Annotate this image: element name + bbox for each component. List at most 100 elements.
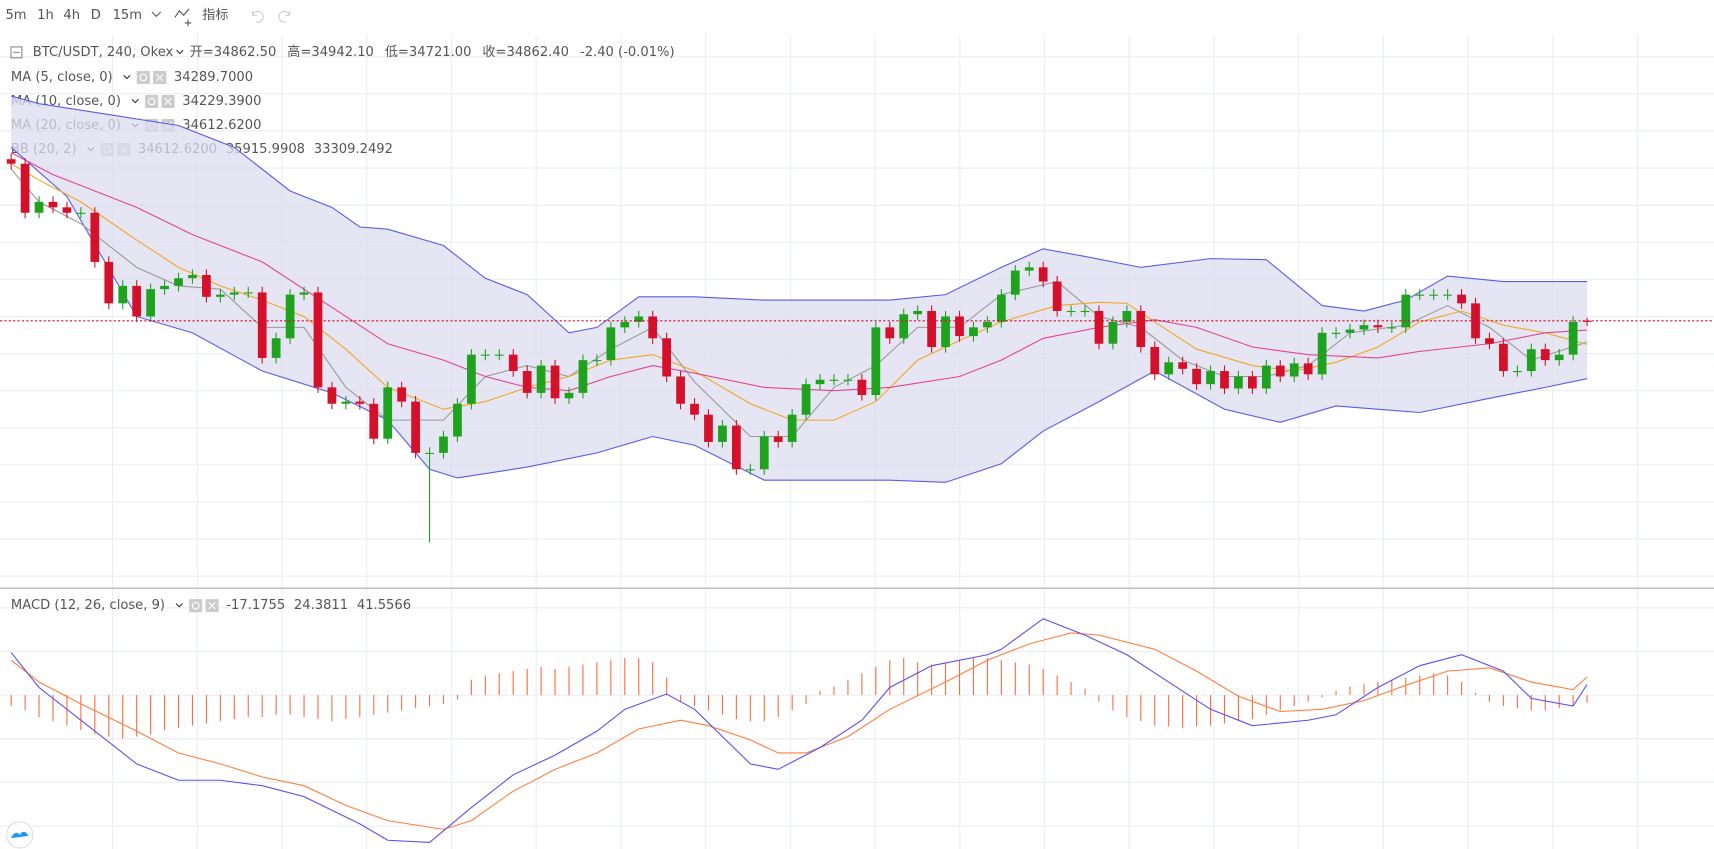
ohlc-label: 收= [482,44,506,60]
candle-body [1248,376,1257,389]
interval-button[interactable]: 1h [37,8,54,23]
candle-body [1499,343,1508,372]
candle-body [843,379,853,381]
candle-body [397,387,407,402]
interval-button[interactable]: 4h [63,8,80,23]
candle-body [606,327,616,361]
candle-body [1401,294,1411,328]
ohlc-value: 34862.40 [506,45,569,60]
candle-body [941,316,950,348]
candle-body [787,414,797,442]
indicator-value: 35915.9908 [226,142,305,157]
indicator-plus[interactable] [184,19,192,27]
interval-button[interactable]: 15m [113,8,142,23]
candle-body [104,261,114,304]
candle-body [759,436,769,470]
candle-body [536,365,546,393]
candle-body [453,403,462,437]
band-fill [11,96,1588,483]
candle-body [731,425,741,470]
indicator-icon[interactable] [174,8,190,18]
remove-x [208,601,216,610]
candle-body [955,316,964,337]
collapse-button[interactable] [10,46,23,59]
candle-body [1094,310,1104,344]
candle-body [202,275,211,297]
redo[interactable] [278,10,291,23]
candle-body [48,201,58,208]
more-intervals[interactable] [151,11,162,18]
dropdown[interactable] [131,98,139,104]
candle-body [1317,332,1327,375]
candle-body [983,321,992,328]
indicator-value: 41.5566 [357,598,411,613]
moving-average [10,163,1588,421]
candle-body [927,310,936,348]
candle-body [1359,325,1369,330]
candle-body [383,387,393,439]
candle-body [634,316,644,322]
candle-body [90,212,100,262]
candle-body [1080,310,1090,313]
candle-body [913,310,923,315]
ohlc-label: 低= [385,44,409,60]
candle-body [899,314,909,339]
candle-body [1066,310,1076,313]
candle-body [118,285,128,304]
candle-body [1345,329,1355,333]
candle-body [1164,362,1174,375]
candle-body [1024,267,1034,271]
candle-body [1010,270,1020,295]
candle-body [1443,294,1452,296]
candle-body [411,401,420,453]
toolbar-icons [151,8,291,27]
candle-body [439,436,448,453]
visibility-toggle[interactable] [189,599,203,613]
candle-body [773,436,783,442]
ohlc-label: 高= [287,43,311,60]
indicators-button[interactable]: 指标 [202,7,228,23]
candle-body [522,371,532,393]
candle-body [718,425,727,442]
candle-body [578,360,588,393]
logo-mark [10,831,29,839]
indicator-value: 33309.2492 [314,142,393,157]
candle-body [648,316,658,339]
undo[interactable] [251,10,264,23]
indicator-name: MACD (12, 26, close, 9) [11,598,165,613]
candle-body [1289,363,1299,377]
candle-body [1178,362,1188,369]
candle-body [34,201,44,213]
candle-body [313,292,323,388]
dropdown[interactable] [175,603,183,608]
candle-body [467,354,476,404]
candle-body [188,275,197,279]
change: -2.40 (-0.01%) [580,45,675,60]
indicator-value: 34612.6200 [182,118,261,133]
remove-x [164,97,172,106]
candle-body [1526,349,1536,372]
candle-body [1387,327,1397,329]
candle-body [480,354,490,356]
candle-body [829,379,839,381]
interval-button[interactable]: 5m [5,8,26,23]
dropdown[interactable] [176,49,184,55]
candle-body [704,414,713,442]
visibility-toggle[interactable] [145,94,159,109]
band-upper [11,95,1588,334]
candle-body [369,403,379,439]
candle-body [1275,365,1285,377]
dropdown[interactable] [123,74,131,80]
candle-body [620,321,630,328]
ohlc-label: 开= [190,45,214,60]
candle-body [1220,371,1229,389]
candle-body [1303,363,1313,375]
candle-body [564,392,574,399]
interval-button[interactable]: D [91,8,101,23]
candle-body [6,159,16,164]
candle-body [1554,354,1564,361]
visibility-toggle[interactable] [136,70,150,85]
candle-body [690,403,699,415]
candle-body [1206,371,1215,385]
candle-body [1038,267,1048,282]
